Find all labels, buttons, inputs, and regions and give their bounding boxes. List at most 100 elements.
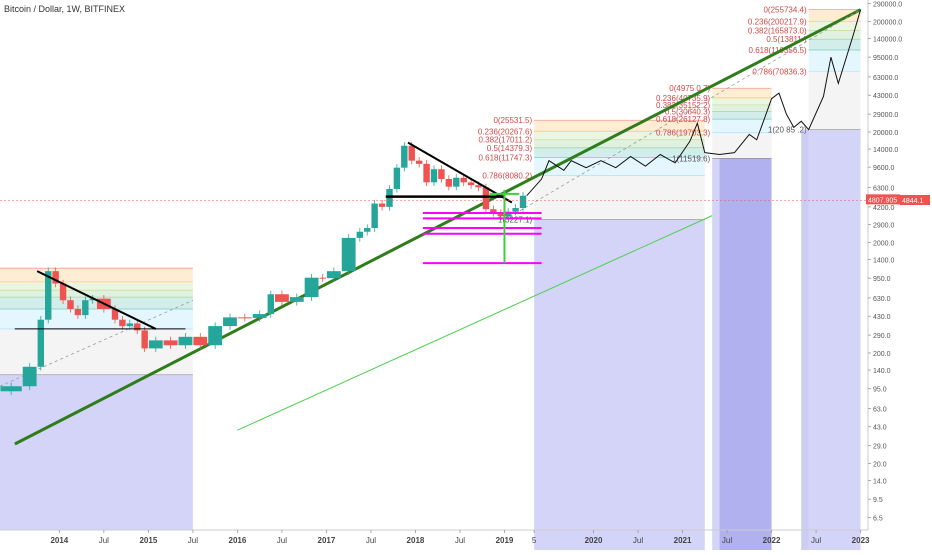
trendline-dashed-2	[0, 299, 194, 387]
candle-body-22	[223, 317, 237, 327]
candle-body-25	[267, 294, 274, 315]
trendline-dashed-3	[504, 9, 861, 221]
fib-level-label-2-0: 0(4975 0.7)	[669, 84, 710, 93]
x-tick-label-18: 2023	[852, 536, 870, 545]
fib-band-1-1	[534, 131, 705, 140]
dark-shade-1	[801, 129, 809, 555]
axes-layer: 290000.0 200000.0 140000.0 95000.0 63000.0 43…	[0, 0, 930, 545]
y-tick-label-2: 140000.0	[873, 37, 902, 44]
candle-body-53	[512, 208, 519, 212]
fib-level-label-2-1: 0.236(40735.9)	[656, 94, 711, 103]
x-tick-label-4: 2016	[229, 536, 247, 545]
fib-band-3-2	[808, 30, 861, 40]
price-badge-label-0: 4807.905	[868, 197, 897, 204]
y-tick-label-12: 2900.0	[873, 223, 895, 230]
x-tick-label-12: 2020	[585, 536, 603, 545]
trendline-thin-1	[237, 215, 713, 431]
fib-level-label-1-6: 1(3227.1)	[498, 216, 533, 225]
candle-body-45	[453, 177, 460, 187]
fib-band-0-3	[0, 297, 193, 309]
candle-body-3	[37, 319, 45, 367]
candle-body-31	[341, 237, 356, 272]
fib-band-1-2	[534, 139, 705, 148]
fib-band-1-0	[534, 120, 705, 132]
candle-body-14	[126, 323, 134, 327]
fib-level-label-3-6: 1(20 85 .2)	[768, 126, 807, 135]
x-tick-label-9: Jul	[455, 536, 465, 545]
candle-body-49	[482, 187, 490, 210]
y-tick-label-14: 1400.0	[873, 258, 895, 265]
price-badge-label-1: 4844.1	[902, 198, 924, 205]
candle-body-48	[475, 185, 482, 188]
fib-level-label-2-4: 0.618(26127.8)	[656, 115, 711, 124]
x-tick-label-17: Jul	[811, 536, 821, 545]
candle-body-7	[67, 300, 74, 309]
y-tick-label-8: 14000.0	[873, 147, 898, 154]
candle-body-54	[519, 195, 527, 209]
y-tick-label-27: 9.5	[873, 497, 883, 504]
x-tick-label-1: Jul	[99, 536, 109, 545]
candle-body-12	[111, 308, 119, 320]
candle-body-27	[289, 297, 304, 302]
y-tick-label-20: 140.0	[873, 368, 891, 375]
candle-body-37	[393, 167, 401, 189]
candle-body-15	[134, 323, 141, 331]
fib-level-label-3-3: 0.5(13811 )	[766, 35, 807, 44]
projection-path	[526, 9, 862, 197]
x-tick-label-7: Jul	[366, 536, 376, 545]
price-badge-bg-0	[866, 194, 900, 205]
candle-body-34	[371, 203, 378, 229]
y-tick-label-10: 6300.0	[873, 185, 895, 192]
y-tick-label-6: 29000.0	[873, 112, 898, 119]
y-tick-label-11: 4200.0	[873, 205, 895, 212]
y-tick-label-19: 200.0	[873, 351, 891, 358]
trendline-thick-0	[14, 8, 862, 446]
x-tick-label-13: Jul	[633, 536, 643, 545]
fib-level-label-1-0: 0(25531.5)	[493, 116, 532, 125]
fib-level-label-3-4: 0.618(110356.5)	[749, 46, 807, 55]
downtrend-2018	[407, 141, 513, 204]
x-tick-label-5: Jul	[277, 536, 287, 545]
fib-level-label-1-2: 0.382(17011.2)	[478, 136, 532, 145]
fib-band-3-1	[808, 21, 861, 31]
fib-band-2-3	[712, 111, 772, 120]
fib-level-label-1-5: 0.786(8080.2)	[482, 171, 532, 180]
candle-body-1	[0, 386, 22, 392]
y-tick-label-28: 6.5	[873, 515, 883, 522]
fib-band-3-5	[808, 71, 861, 130]
candle-body-39	[408, 145, 415, 161]
fib-band-0-4	[0, 308, 193, 329]
fib-level-label-2-2: 0.382(35152.2)	[656, 101, 711, 110]
fib-band-2-0	[712, 88, 772, 98]
fib-band-2-1	[712, 97, 772, 105]
candle-body-8	[74, 308, 82, 316]
y-tick-label-23: 43.0	[873, 425, 887, 432]
x-tick-label-14: 2021	[674, 536, 692, 545]
candle-body-16	[141, 330, 148, 349]
fib-level-label-3-2: 0.382(165873.0)	[748, 26, 807, 35]
candle-body-19	[178, 336, 193, 346]
candle-body-42	[430, 169, 438, 183]
y-tick-label-17: 430.0	[873, 314, 891, 321]
x-tick-label-3: Jul	[188, 536, 198, 545]
y-tick-label-24: 29.0	[873, 444, 887, 451]
y-tick-label-25: 20.0	[873, 461, 887, 468]
y-tick-label-26: 14.0	[873, 479, 887, 486]
candle-body-18	[163, 340, 178, 346]
x-tick-label-6: 2017	[318, 536, 336, 545]
fib-band-0-2	[0, 290, 193, 298]
candle-body-46	[460, 177, 467, 183]
candle-body-29	[319, 277, 326, 279]
candle-body-17	[148, 340, 163, 349]
candle-body-47	[467, 182, 475, 186]
fib-level-label-1-4: 0.618(11747.3)	[478, 153, 532, 162]
candle-body-4	[45, 271, 52, 320]
y-tick-label-22: 63.0	[873, 406, 887, 413]
candle-body-41	[423, 163, 430, 183]
candle-body-28	[304, 277, 319, 298]
candle-body-20	[193, 336, 208, 346]
fib-band-1-3	[534, 147, 705, 158]
